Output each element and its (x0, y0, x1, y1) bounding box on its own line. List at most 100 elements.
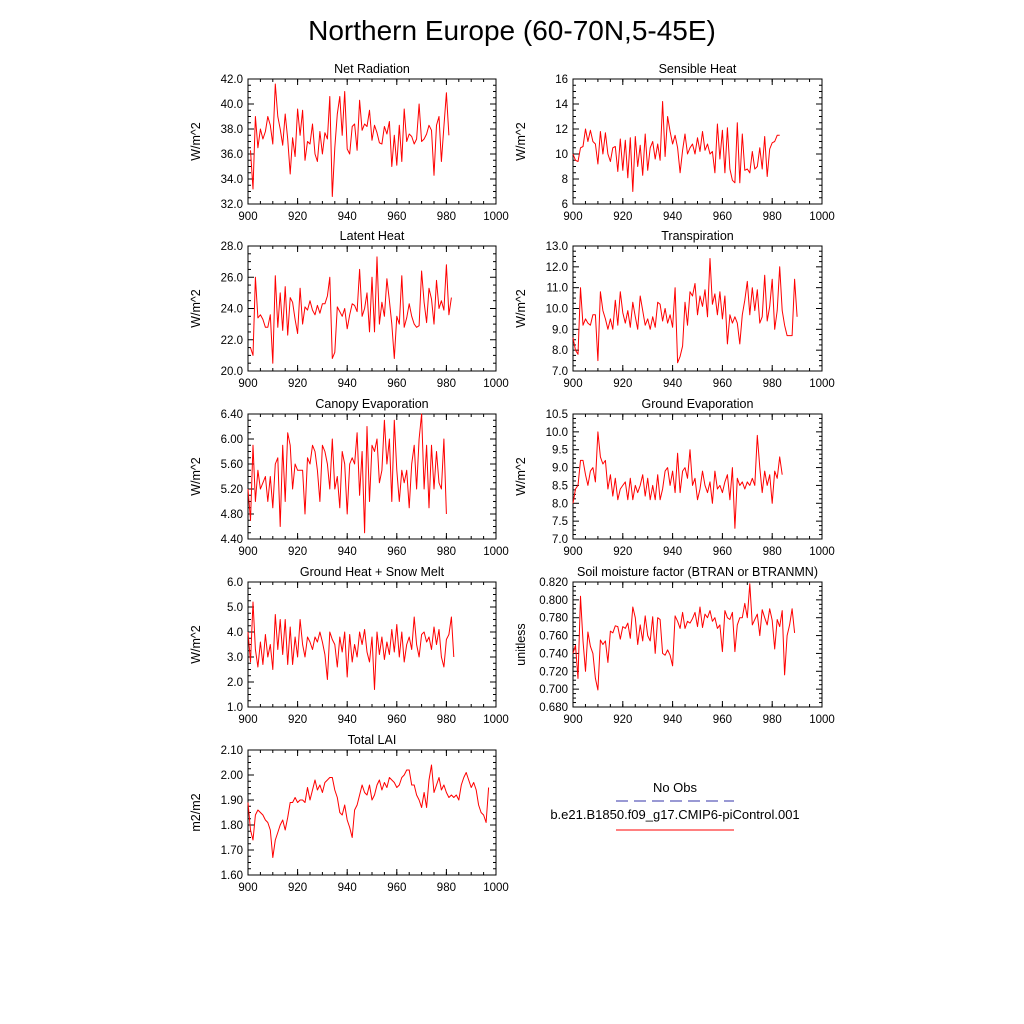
x-tick-label: 960 (387, 714, 406, 726)
y-tick-label: 1.60 (221, 870, 243, 882)
y-tick-label: 3.0 (227, 652, 243, 664)
panel-ground-heat-snow-melt: Ground Heat + Snow Melt W/m^2 900 920 940 960… (189, 565, 509, 726)
panel-canopy-evaporation: Canopy Evaporation W/m^2 900 920 940 960 980 10… (189, 397, 509, 558)
x-tick-label: 920 (288, 882, 307, 894)
panel-title: Sensible Heat (659, 62, 737, 76)
x-tick-label: 940 (338, 211, 357, 223)
x-tick-label: 900 (238, 714, 257, 726)
y-tick-label: 7.5 (552, 516, 568, 528)
series-line (572, 258, 798, 364)
y-tick-label: 4.80 (221, 509, 243, 521)
x-tick-label: 900 (563, 546, 582, 558)
panel-total-lai: Total LAI m2/m2 900 920 940 960 980 1000 1.60 1.7… (189, 733, 509, 894)
x-tick-label: 1000 (809, 211, 835, 223)
y-axis-label: W/m^2 (514, 457, 528, 496)
y-tick-label: 2.00 (221, 770, 243, 782)
y-tick-label: 20.0 (221, 366, 243, 378)
y-tick-label: 9.5 (552, 445, 568, 457)
y-tick-label: 1.80 (221, 820, 243, 832)
panel-ground-evaporation: Ground Evaporation W/m^2 900 920 940 960 980 10… (514, 397, 835, 558)
x-tick-label: 1000 (483, 882, 509, 894)
y-axis-label: m2/m2 (189, 793, 203, 831)
y-tick-label: 1.0 (227, 702, 243, 714)
x-tick-label: 940 (338, 714, 357, 726)
x-tick-label: 960 (713, 546, 732, 558)
y-tick-label: 26.0 (221, 272, 243, 284)
series-line (250, 83, 450, 197)
panel-title: Ground Evaporation (642, 397, 754, 411)
x-tick-label: 960 (713, 714, 732, 726)
x-tick-label: 1000 (483, 378, 509, 390)
y-tick-label: 6 (562, 199, 568, 211)
panel-sensible-heat: Sensible Heat W/m^2 900 920 940 960 980 1000 6 8 1… (514, 62, 835, 223)
y-tick-label: 0.740 (539, 648, 568, 660)
y-tick-label: 0.720 (539, 666, 568, 678)
x-tick-label: 980 (437, 378, 456, 390)
x-tick-label: 1000 (483, 211, 509, 223)
y-axis-label: W/m^2 (189, 457, 203, 496)
panels: Net Radiation W/m^2 900 920 940 960 980 1000 32.… (189, 62, 835, 894)
x-tick-label: 920 (288, 714, 307, 726)
x-tick-label: 1000 (809, 546, 835, 558)
plot-frame (572, 581, 823, 708)
x-tick-label: 940 (663, 714, 682, 726)
y-tick-label: 2.0 (227, 677, 243, 689)
x-tick-label: 1000 (809, 378, 835, 390)
series-line (247, 764, 490, 858)
x-tick-label: 900 (563, 211, 582, 223)
x-tick-label: 900 (238, 546, 257, 558)
x-tick-label: 900 (238, 882, 257, 894)
x-tick-label: 920 (288, 546, 307, 558)
x-tick-label: 920 (613, 714, 632, 726)
y-tick-label: 10.5 (546, 409, 568, 421)
panel-transpiration: Transpiration W/m^2 900 920 940 960 980 1000 7.0… (514, 229, 835, 390)
y-tick-label: 22.0 (221, 335, 243, 347)
series-line (247, 413, 447, 534)
series-line (572, 431, 783, 529)
x-tick-label: 940 (338, 378, 357, 390)
y-tick-label: 0.820 (539, 577, 568, 589)
x-tick-label: 920 (613, 546, 632, 558)
y-tick-label: 34.0 (221, 174, 243, 186)
y-tick-label: 1.90 (221, 795, 243, 807)
x-tick-label: 920 (613, 378, 632, 390)
x-tick-label: 980 (763, 546, 782, 558)
series-line (572, 101, 780, 192)
y-axis-label: unitless (514, 623, 528, 665)
y-tick-label: 38.0 (221, 124, 243, 136)
x-tick-label: 980 (437, 211, 456, 223)
y-tick-label: 10 (555, 149, 568, 161)
x-tick-label: 920 (288, 211, 307, 223)
x-tick-label: 980 (437, 546, 456, 558)
y-tick-label: 13.0 (546, 241, 568, 253)
figure-title: Northern Europe (60-70N,5-45E) (308, 15, 716, 46)
plot-frame (247, 245, 497, 372)
x-tick-label: 940 (663, 378, 682, 390)
y-tick-label: 40.0 (221, 99, 243, 111)
y-tick-label: 7.0 (552, 534, 568, 546)
x-tick-label: 1000 (483, 714, 509, 726)
x-tick-label: 900 (563, 714, 582, 726)
y-tick-label: 9.0 (552, 463, 568, 475)
y-tick-label: 10.0 (546, 427, 568, 439)
y-tick-label: 14 (555, 99, 568, 111)
x-tick-label: 900 (238, 211, 257, 223)
series-line (247, 601, 455, 690)
plot-frame (572, 78, 823, 205)
panel-title: Net Radiation (334, 62, 410, 76)
legend-obs-label: No Obs (653, 780, 698, 795)
legend-model-label: b.e21.B1850.f09_g17.CMIP6-piControl.001 (550, 807, 799, 822)
panel-title: Total LAI (348, 733, 397, 747)
x-tick-label: 940 (338, 882, 357, 894)
x-tick-label: 1000 (483, 546, 509, 558)
y-tick-label: 8.0 (552, 498, 568, 510)
panel-soil-moisture-factor: Soil moisture factor (BTRAN or BTRANMN) u… (514, 565, 835, 726)
x-tick-label: 960 (713, 211, 732, 223)
x-tick-label: 940 (338, 546, 357, 558)
x-tick-label: 980 (437, 882, 456, 894)
x-tick-label: 940 (663, 211, 682, 223)
y-tick-label: 0.700 (539, 684, 568, 696)
x-tick-label: 980 (763, 714, 782, 726)
y-tick-label: 0.680 (539, 702, 568, 714)
